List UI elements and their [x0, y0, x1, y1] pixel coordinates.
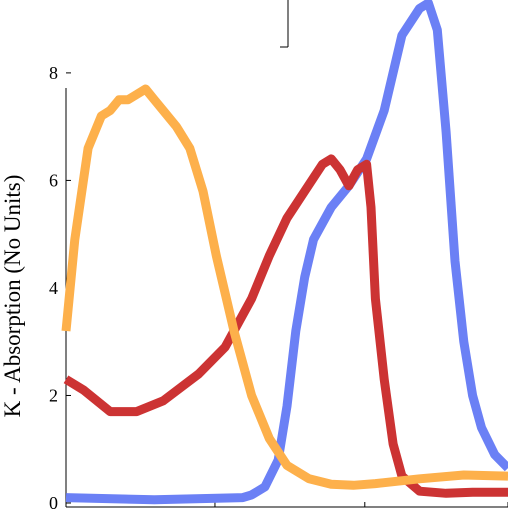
y-tick-label: 0	[49, 493, 58, 512]
y-tick-label: 4	[49, 278, 58, 298]
series-line-2	[63, 154, 508, 498]
series-layer	[61, 0, 508, 505]
series-line-3	[61, 84, 508, 490]
x-ticks	[214, 502, 508, 507]
y-axis-title: K - Absorption (No Units)	[0, 175, 25, 418]
axes	[65, 88, 508, 508]
legend-box-fragment	[280, 0, 289, 48]
y-ticks: 0 2 4 6 8	[49, 63, 71, 512]
y-tick-label: 8	[49, 63, 58, 83]
y-tick-label: 6	[49, 170, 58, 190]
series-line-1	[65, 0, 508, 505]
y-tick-label: 2	[49, 385, 58, 405]
